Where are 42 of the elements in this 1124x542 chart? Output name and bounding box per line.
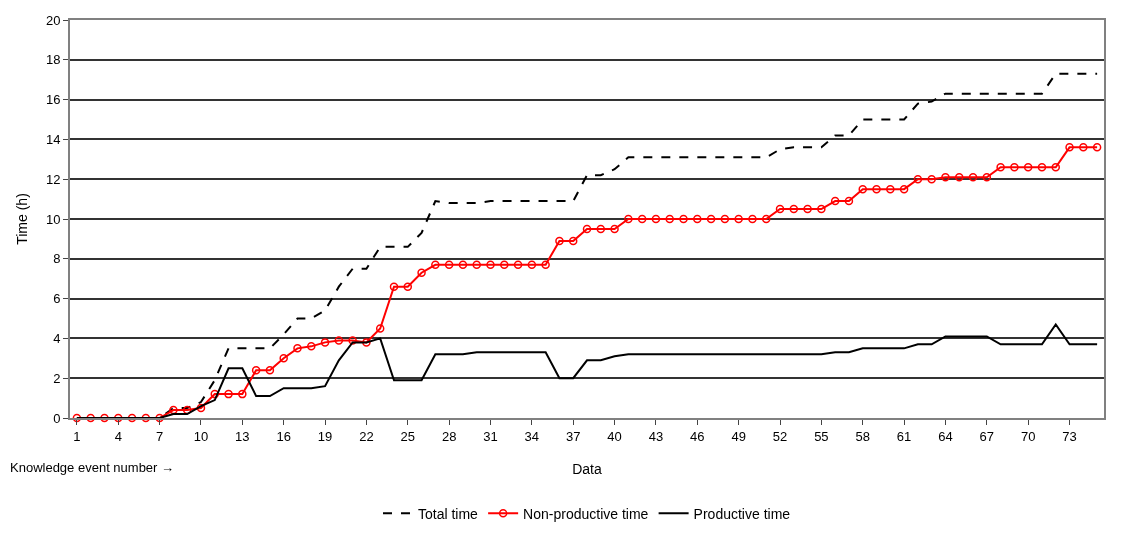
x-tick-label: 64 xyxy=(938,428,953,444)
x-tick-label: 22 xyxy=(359,428,374,444)
y-tick-label: 20 xyxy=(45,12,61,28)
y-tick-label: 4 xyxy=(53,330,61,346)
x-tick-label: 19 xyxy=(317,428,333,444)
x-tick-label: 52 xyxy=(772,428,788,444)
x-tick-label: 73 xyxy=(1062,428,1077,444)
x-tick-label: 67 xyxy=(979,428,995,444)
y-tick-label: 2 xyxy=(53,370,61,386)
legend-label: Non-productive time xyxy=(523,505,649,522)
x-tick-label: 13 xyxy=(235,428,250,444)
x-tick-label: 10 xyxy=(193,428,209,444)
x-tick-label: 25 xyxy=(400,428,415,444)
text: Knowledge event number → xyxy=(10,460,175,475)
y-tick-label: 14 xyxy=(45,131,61,147)
x-tick-label: 1 xyxy=(73,428,81,444)
y-tick-label: 12 xyxy=(45,171,61,187)
x-tick-label: 34 xyxy=(524,428,540,444)
x-tick-label: 40 xyxy=(607,428,622,444)
x-axis-title: Data xyxy=(572,461,602,478)
y-tick-label: 18 xyxy=(45,52,61,68)
y-tick-label: 10 xyxy=(45,211,61,227)
x-tick-label: 37 xyxy=(565,428,581,444)
x-tick-label: 49 xyxy=(731,428,746,444)
y-axis-title: Time (h) xyxy=(14,193,31,245)
x-tick-label: 16 xyxy=(276,428,291,444)
y-tick-label: 8 xyxy=(53,251,61,267)
x-tick-label: 31 xyxy=(483,428,498,444)
x-tick-label: 43 xyxy=(648,428,664,444)
x-tick-label: 70 xyxy=(1020,428,1036,444)
x-tick-label: 46 xyxy=(690,428,705,444)
x-tick-label: 4 xyxy=(114,428,122,444)
y-tick-label: 0 xyxy=(53,410,61,426)
legend-label: Productive time xyxy=(693,505,791,522)
x-tick-label: 58 xyxy=(855,428,870,444)
x-tick-label: 61 xyxy=(896,428,912,444)
y-tick-label: 6 xyxy=(53,291,61,307)
x-tick-label: 7 xyxy=(155,428,164,444)
y-tick-label: 16 xyxy=(45,92,61,108)
x-tick-label: 28 xyxy=(441,428,457,444)
x-tick-label: 55 xyxy=(814,428,829,444)
legend-label: Total time xyxy=(418,505,479,522)
